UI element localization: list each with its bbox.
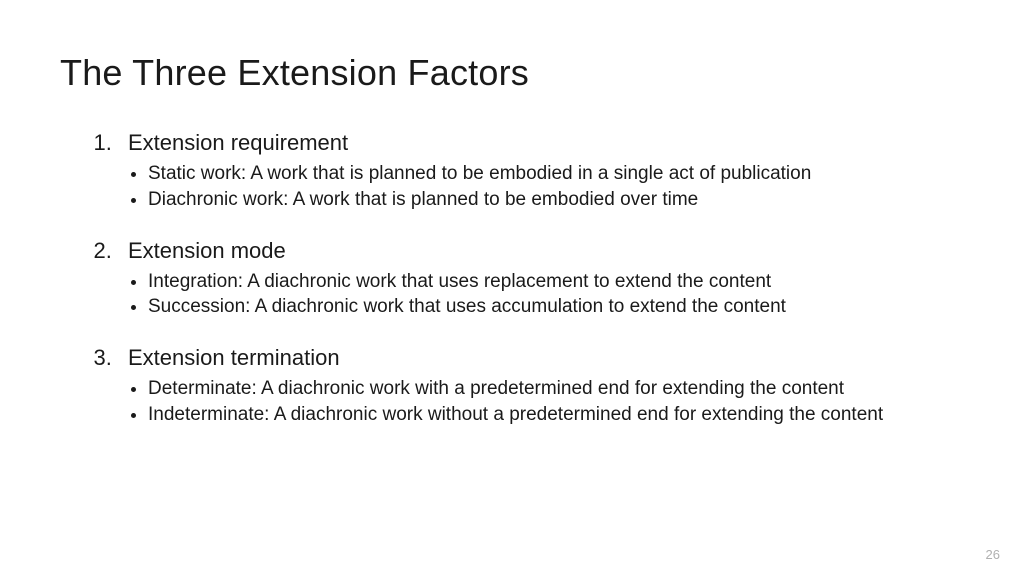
page-number: 26 <box>986 547 1000 562</box>
bullet: Indeterminate: A diachronic work without… <box>148 403 964 427</box>
section-3-heading: Extension termination <box>128 345 340 370</box>
section-1-heading: Extension requirement <box>128 130 348 155</box>
section-1-bullets: Static work: A work that is planned to b… <box>128 162 964 212</box>
bullet: Determinate: A diachronic work with a pr… <box>148 377 964 401</box>
slide: The Three Extension Factors Extension re… <box>0 0 1024 576</box>
main-list: Extension requirement Static work: A wor… <box>60 130 964 427</box>
section-3: Extension termination Determinate: A dia… <box>118 345 964 427</box>
section-2-bullets: Integration: A diachronic work that uses… <box>128 270 964 320</box>
bullet: Diachronic work: A work that is planned … <box>148 188 964 212</box>
bullet: Succession: A diachronic work that uses … <box>148 295 964 319</box>
bullet: Static work: A work that is planned to b… <box>148 162 964 186</box>
section-2-heading: Extension mode <box>128 238 286 263</box>
bullet: Integration: A diachronic work that uses… <box>148 270 964 294</box>
section-2: Extension mode Integration: A diachronic… <box>118 238 964 320</box>
section-3-bullets: Determinate: A diachronic work with a pr… <box>128 377 964 427</box>
slide-title: The Three Extension Factors <box>60 52 964 94</box>
section-1: Extension requirement Static work: A wor… <box>118 130 964 212</box>
